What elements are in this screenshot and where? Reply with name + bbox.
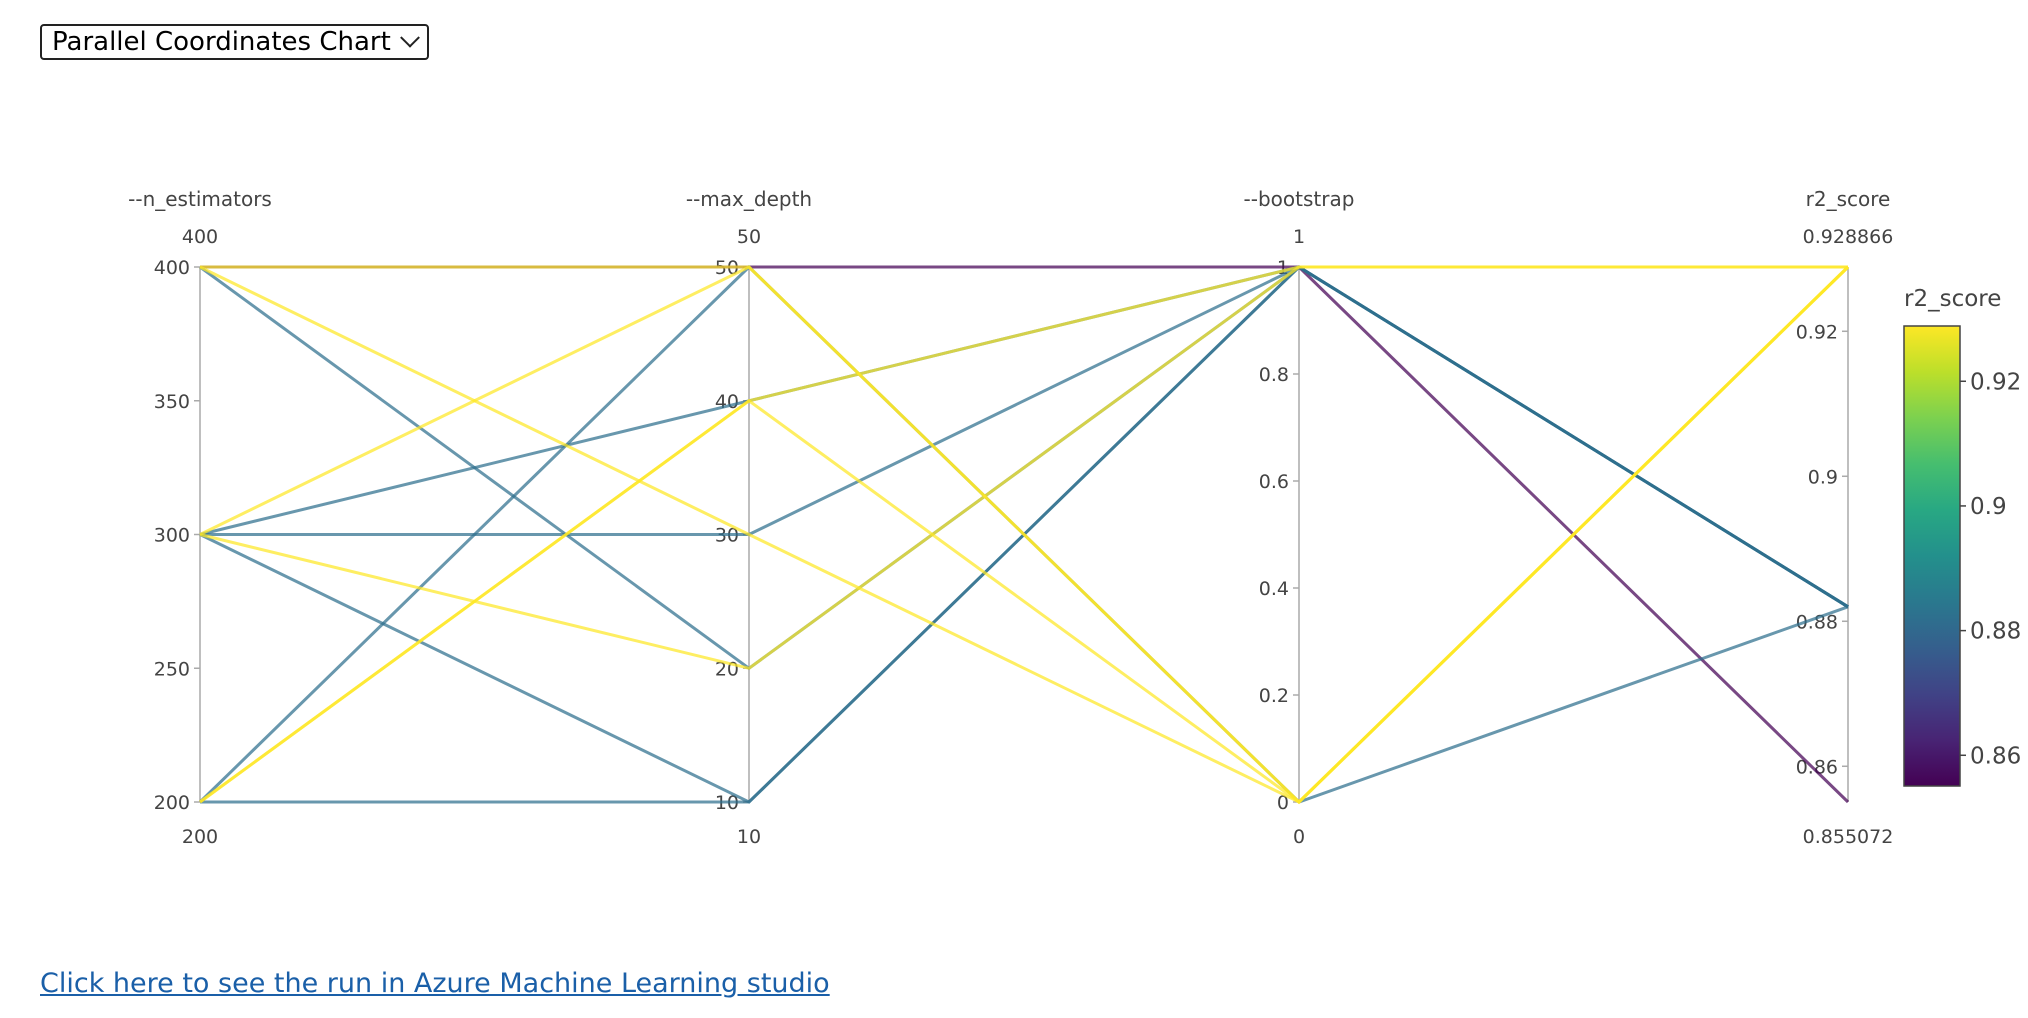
axis-range-max-max_depth: 50 xyxy=(737,226,761,248)
colorbar xyxy=(1903,325,1961,787)
axis-tick-label-n_estimators: 400 xyxy=(154,257,190,279)
axis-range-max-r2_score: 0.928866 xyxy=(1803,226,1894,248)
axis-tick-label-bootstrap: 0.6 xyxy=(1259,471,1289,493)
axis-tick-label-r2_score: 0.92 xyxy=(1796,321,1838,343)
colorbar-tick-label: 0.9 xyxy=(1970,494,2007,520)
chart-type-select-value: Parallel Coordinates Chart xyxy=(52,27,391,57)
axis-tick-label-r2_score: 0.9 xyxy=(1808,466,1838,488)
axis-range-min-r2_score: 0.855072 xyxy=(1803,826,1894,848)
axis-tick-label-n_estimators: 200 xyxy=(154,792,190,814)
axis-tick-label-n_estimators: 250 xyxy=(154,658,190,680)
azure-ml-studio-link[interactable]: Click here to see the run in Azure Machi… xyxy=(40,968,830,999)
colorbar-tick-label: 0.88 xyxy=(1970,619,2021,645)
data-line[interactable] xyxy=(199,265,1850,804)
axis-title-n_estimators: --n_estimators xyxy=(128,187,272,211)
colorbar-tick-label: 0.92 xyxy=(1970,369,2021,395)
data-line[interactable] xyxy=(200,265,1849,609)
axis-tick-label-n_estimators: 350 xyxy=(154,391,190,413)
axis-range-min-bootstrap: 0 xyxy=(1293,826,1305,848)
axis-tick-label-bootstrap: 0 xyxy=(1277,792,1289,814)
colorbar-tick-label: 0.86 xyxy=(1970,743,2021,769)
axis-tick-label-bootstrap: 0.8 xyxy=(1259,364,1289,386)
axis-tick-label-r2_score: 0.86 xyxy=(1796,756,1838,778)
axis-title-max_depth: --max_depth xyxy=(686,187,812,211)
data-line[interactable] xyxy=(199,265,1848,670)
axis-tick-label-r2_score: 0.88 xyxy=(1796,611,1838,633)
data-line[interactable] xyxy=(199,265,1849,609)
axis-tick-label-bootstrap: 0.4 xyxy=(1259,578,1289,600)
axis-range-max-n_estimators: 400 xyxy=(182,226,218,248)
axis-title-r2_score: r2_score xyxy=(1806,187,1891,211)
axis-range-min-max_depth: 10 xyxy=(737,826,761,848)
axis-range-max-bootstrap: 1 xyxy=(1293,226,1305,248)
axis-range-min-n_estimators: 200 xyxy=(182,826,218,848)
axis-tick-label-bootstrap: 0.2 xyxy=(1259,685,1289,707)
axis-tick-label-n_estimators: 300 xyxy=(154,525,190,547)
colorbar-title: r2_score xyxy=(1904,286,2001,312)
chart-type-select[interactable]: Parallel Coordinates Chart xyxy=(40,24,429,60)
axis-title-bootstrap: --bootstrap xyxy=(1244,187,1355,211)
